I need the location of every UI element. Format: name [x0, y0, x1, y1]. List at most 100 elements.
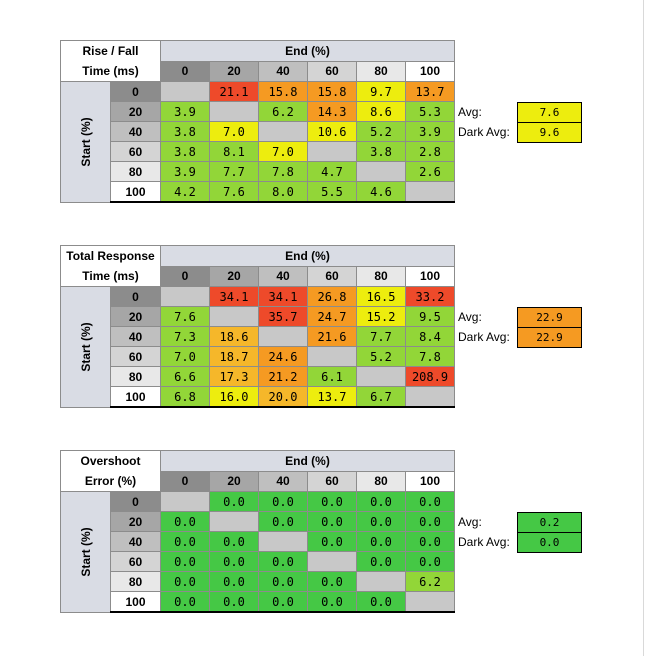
value-cell: 34.1 [209, 286, 259, 307]
value-cell: 0.0 [160, 531, 210, 552]
value-cell: 7.0 [160, 346, 210, 367]
table-row: Start (%) 0 21.1 15.8 15.8 9.7 13.7 [60, 81, 455, 203]
row-header-20: 20 [110, 511, 161, 532]
rise-fall-title: Rise / Fall Time (ms) [60, 40, 161, 82]
row-header-0: 0 [110, 286, 161, 307]
value-cell: 7.6 [160, 306, 210, 327]
end-percent-header: End (%) [160, 40, 455, 62]
row-header-40: 40 [110, 531, 161, 552]
row-header-0: 0 [110, 491, 161, 512]
value-cell: 0.0 [356, 551, 406, 572]
value-cell: 7.7 [209, 161, 259, 182]
value-cell: 2.8 [405, 141, 455, 162]
value-cell: 7.6 [209, 181, 259, 203]
total-response-table: Total Response Time (ms) End (%) 0 20 40 60 80 1… [60, 245, 455, 408]
value-cell: 0.0 [307, 531, 357, 552]
value-cell: 6.2 [405, 571, 455, 592]
rise-fall-avg-label: Avg: [458, 105, 482, 119]
row-header-100: 100 [110, 181, 161, 203]
value-cell: 0.0 [160, 591, 210, 613]
value-cell: 5.5 [307, 181, 357, 203]
value-cell: 0.0 [405, 551, 455, 572]
value-cell: 0.0 [356, 491, 406, 512]
value-cell: 20.0 [258, 386, 308, 408]
value-cell [258, 531, 308, 552]
table-row: 80 0.0 0.0 0.0 0.0 6.2 [61, 571, 455, 592]
value-cell [405, 386, 455, 408]
end-percent-header: End (%) [160, 450, 455, 472]
value-cell: 0.0 [405, 491, 455, 512]
value-cell: 26.8 [307, 286, 357, 307]
col-header-40: 40 [258, 60, 308, 82]
col-header-20: 20 [209, 60, 259, 82]
value-cell: 5.3 [405, 101, 455, 122]
col-header-40: 40 [258, 470, 308, 492]
value-cell: 0.0 [307, 591, 357, 613]
row-header-80: 80 [110, 571, 161, 592]
start-percent-label: Start (%) [78, 527, 93, 577]
value-cell: 9.7 [356, 81, 406, 102]
row-header-80: 80 [110, 366, 161, 387]
col-header-20: 20 [209, 265, 259, 287]
row-header-60: 60 [110, 551, 161, 572]
start-percent-header: Start (%) [60, 491, 111, 613]
value-cell: 15.8 [258, 81, 308, 102]
value-cell: 0.0 [356, 511, 406, 532]
title-line-1: Rise / Fall [82, 44, 139, 58]
col-header-0: 0 [160, 265, 210, 287]
value-cell: 0.0 [307, 571, 357, 592]
value-cell [160, 286, 210, 307]
total-response-block: Total Response Time (ms) End (%) 0 20 40 60 80 1… [60, 245, 455, 408]
col-header-40: 40 [258, 265, 308, 287]
table-row: 40 7.3 18.6 21.6 7.7 8.4 [61, 326, 455, 347]
table-row: 100 4.2 7.6 8.0 5.5 4.6 [61, 181, 455, 203]
value-cell: 4.6 [356, 181, 406, 203]
value-cell: 0.0 [356, 531, 406, 552]
value-cell: 21.6 [307, 326, 357, 347]
title-line-2: Time (ms) [82, 64, 139, 78]
row-header-0: 0 [110, 81, 161, 102]
value-cell: 13.7 [307, 386, 357, 408]
overshoot-avg-value: 0.2 [517, 512, 582, 533]
start-percent-header: Start (%) [60, 81, 111, 203]
value-cell: 18.6 [209, 326, 259, 347]
value-cell: 9.5 [405, 306, 455, 327]
table-row: 60 7.0 18.7 24.6 5.2 7.8 [61, 346, 455, 367]
col-header-0: 0 [160, 60, 210, 82]
value-cell: 7.3 [160, 326, 210, 347]
value-cell [209, 511, 259, 532]
value-cell: 208.9 [405, 366, 455, 387]
value-cell [258, 326, 308, 347]
value-cell: 18.7 [209, 346, 259, 367]
col-header-60: 60 [307, 265, 357, 287]
value-cell: 16.5 [356, 286, 406, 307]
value-cell [307, 551, 357, 572]
value-cell [307, 346, 357, 367]
value-cell: 10.6 [307, 121, 357, 142]
value-cell: 15.2 [356, 306, 406, 327]
table-row: 80 3.9 7.7 7.8 4.7 2.6 [61, 161, 455, 182]
row-header-60: 60 [110, 141, 161, 162]
value-cell: 7.0 [209, 121, 259, 142]
table-row: 80 6.6 17.3 21.2 6.1 208.9 [61, 366, 455, 387]
value-cell: 0.0 [258, 511, 308, 532]
rise-fall-dark-avg-label: Dark Avg: [458, 125, 510, 139]
value-cell: 8.4 [405, 326, 455, 347]
value-cell: 0.0 [356, 591, 406, 613]
row-header-20: 20 [110, 306, 161, 327]
value-cell [209, 101, 259, 122]
value-cell: 14.3 [307, 101, 357, 122]
table-row: 20 0.0 0.0 0.0 0.0 0.0 [61, 511, 455, 532]
overshoot-dark-avg-label: Dark Avg: [458, 535, 510, 549]
value-cell: 0.0 [405, 531, 455, 552]
table-row: 40 3.8 7.0 10.6 5.2 3.9 [61, 121, 455, 142]
value-cell: 0.0 [160, 511, 210, 532]
overshoot-avg-label: Avg: [458, 515, 482, 529]
col-header-80: 80 [356, 265, 406, 287]
value-cell [258, 121, 308, 142]
col-header-60: 60 [307, 60, 357, 82]
value-cell: 7.8 [405, 346, 455, 367]
value-cell: 5.2 [356, 121, 406, 142]
row-header-40: 40 [110, 121, 161, 142]
value-cell [356, 571, 406, 592]
